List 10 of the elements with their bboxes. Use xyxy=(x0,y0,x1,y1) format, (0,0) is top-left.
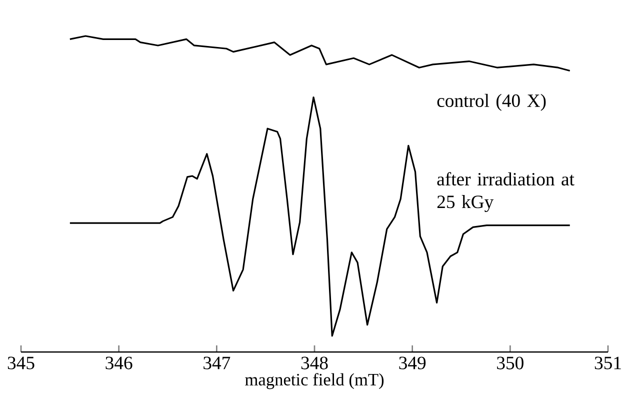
series-label: control (40 X) xyxy=(437,94,546,111)
x-tick-label: 346 xyxy=(106,356,132,370)
x-tick-label: 345 xyxy=(8,356,34,370)
x-tick-label: 351 xyxy=(594,356,621,370)
x-tick-label: 350 xyxy=(497,356,524,370)
x-tick-label: 347 xyxy=(204,356,230,370)
x-tick-label: 348 xyxy=(301,356,328,370)
x-tick-label: 349 xyxy=(399,356,426,370)
x-axis-title: magnetic field (mT) xyxy=(245,373,384,390)
series-label: after irradiation at 25 kGy xyxy=(437,172,574,212)
